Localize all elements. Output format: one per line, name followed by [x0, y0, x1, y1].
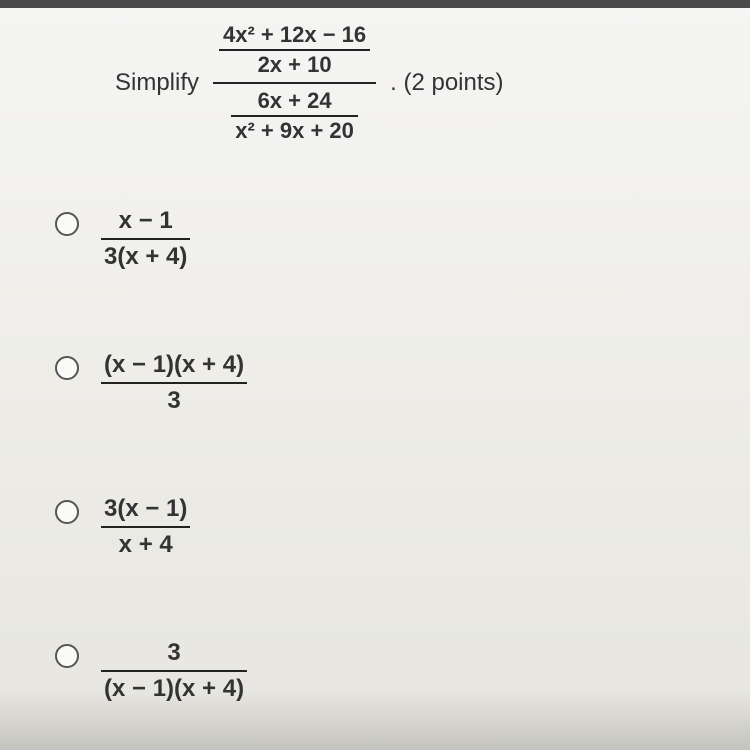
radio-icon[interactable]: [55, 644, 79, 668]
option-1-den: 3(x + 4): [101, 242, 190, 272]
inner-bottom-bar: [231, 115, 358, 117]
inner-top-num: 4x² + 12x − 16: [219, 22, 370, 48]
question-block: Simplify 4x² + 12x − 16 2x + 10 6x + 24 …: [0, 0, 750, 704]
radio-icon[interactable]: [55, 356, 79, 380]
top-border: [0, 0, 750, 8]
simplify-label: Simplify: [115, 69, 199, 97]
inner-bottom-fraction: 6x + 24 x² + 9x + 20: [231, 88, 358, 144]
option-2-num: (x − 1)(x + 4): [101, 350, 247, 380]
outer-denominator: 6x + 24 x² + 9x + 20: [213, 86, 376, 146]
inner-top-den: 2x + 10: [219, 52, 370, 78]
inner-bottom-num: 6x + 24: [231, 88, 358, 114]
radio-icon[interactable]: [55, 500, 79, 524]
option-4-bar: [101, 670, 247, 672]
option-2[interactable]: (x − 1)(x + 4) 3: [55, 350, 720, 416]
inner-top-bar: [219, 49, 370, 51]
outer-fraction-bar: [213, 82, 376, 84]
option-2-bar: [101, 382, 247, 384]
bottom-shadow: [0, 690, 750, 750]
option-3-bar: [101, 526, 190, 528]
option-1[interactable]: x − 1 3(x + 4): [55, 206, 720, 272]
outer-numerator: 4x² + 12x − 16 2x + 10: [213, 20, 376, 80]
option-1-fraction: x − 1 3(x + 4): [101, 206, 190, 272]
complex-fraction: 4x² + 12x − 16 2x + 10 6x + 24 x² + 9x +…: [213, 20, 376, 146]
option-1-num: x − 1: [101, 206, 190, 236]
option-2-fraction: (x − 1)(x + 4) 3: [101, 350, 247, 416]
inner-bottom-den: x² + 9x + 20: [231, 118, 358, 144]
option-4-num: 3: [101, 638, 247, 668]
option-1-bar: [101, 238, 190, 240]
option-3-num: 3(x − 1): [101, 494, 190, 524]
points-label: . (2 points): [390, 69, 503, 97]
option-3[interactable]: 3(x − 1) x + 4: [55, 494, 720, 560]
option-2-den: 3: [101, 386, 247, 416]
option-3-den: x + 4: [101, 530, 190, 560]
question-row: Simplify 4x² + 12x − 16 2x + 10 6x + 24 …: [115, 20, 720, 146]
inner-top-fraction: 4x² + 12x − 16 2x + 10: [219, 22, 370, 78]
radio-icon[interactable]: [55, 212, 79, 236]
option-3-fraction: 3(x − 1) x + 4: [101, 494, 190, 560]
